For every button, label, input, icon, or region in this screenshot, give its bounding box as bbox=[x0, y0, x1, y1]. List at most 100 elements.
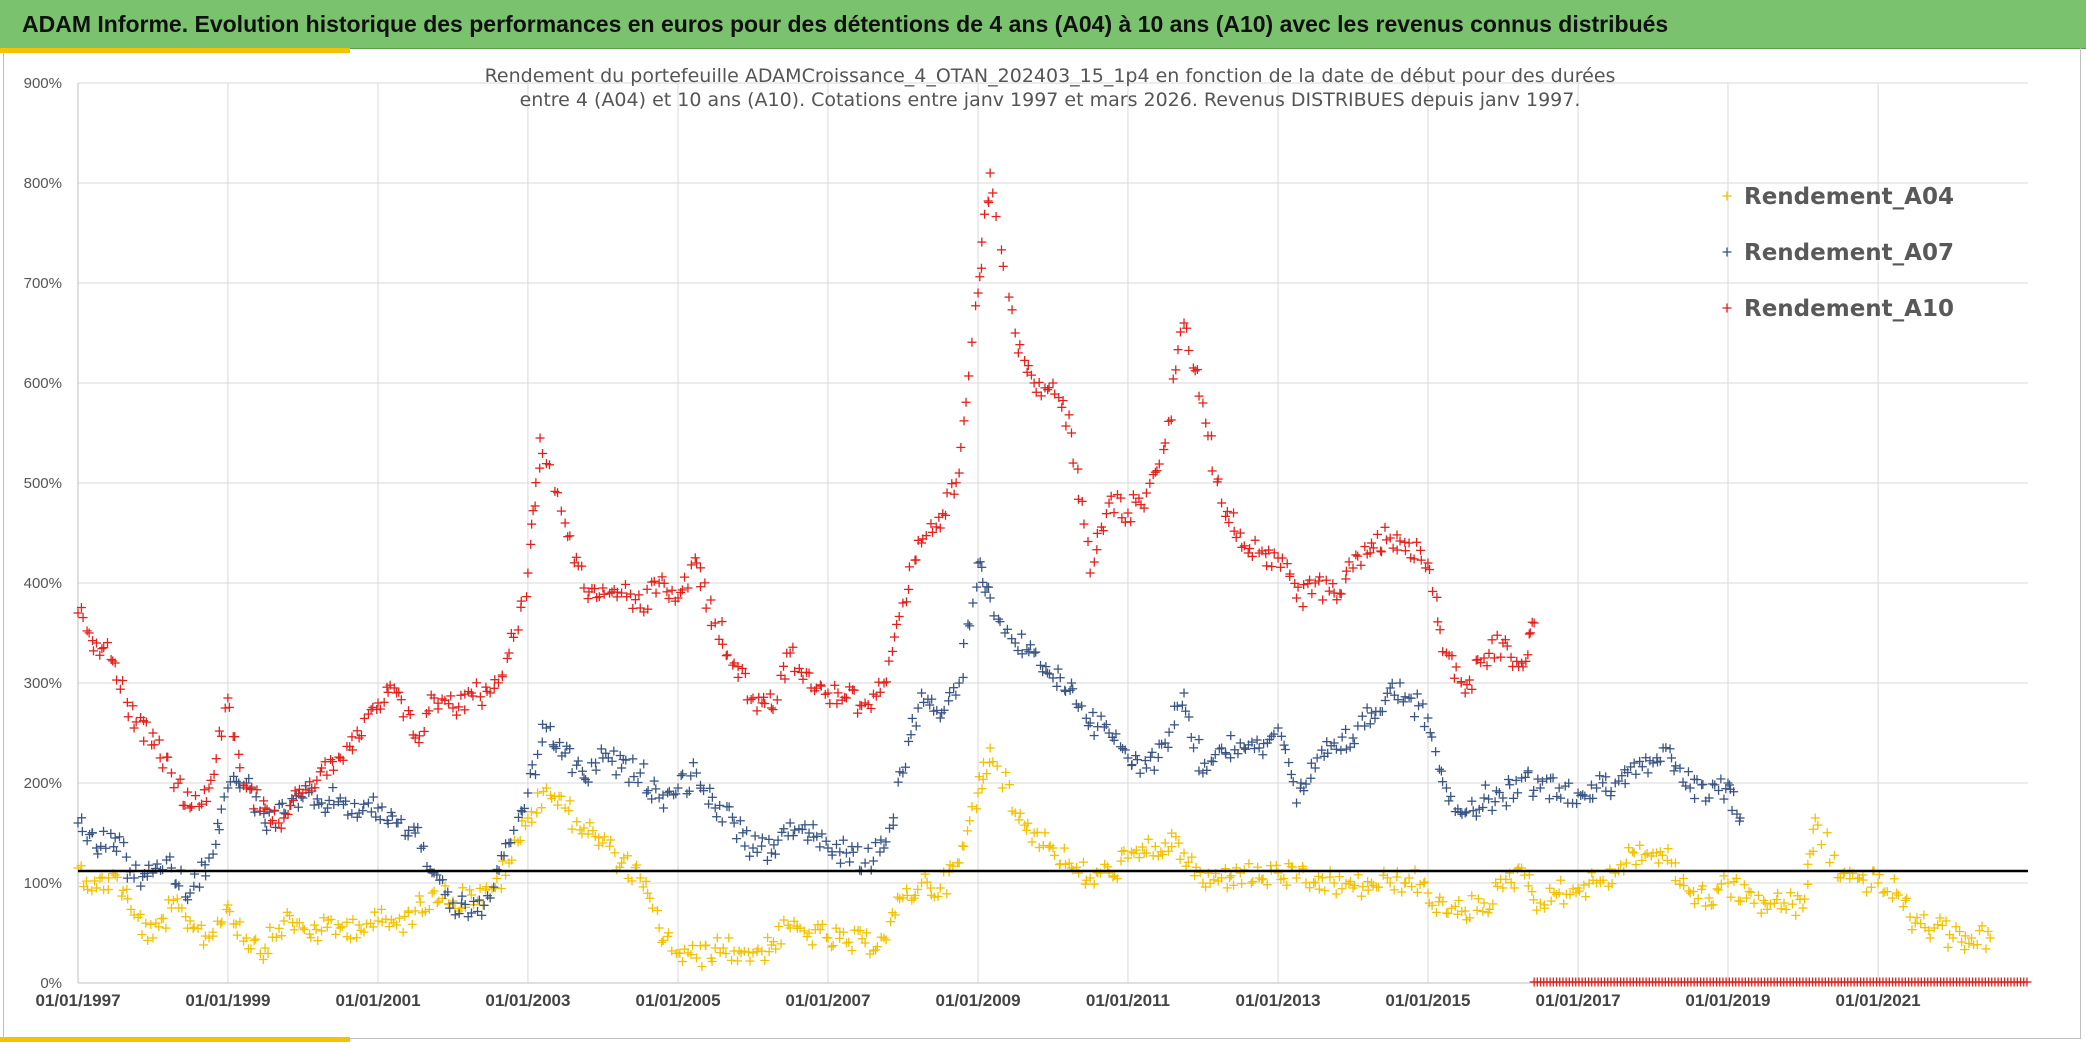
data-point bbox=[196, 920, 206, 930]
data-point bbox=[1181, 706, 1191, 716]
data-point bbox=[1192, 365, 1202, 375]
data-point bbox=[142, 871, 152, 881]
data-point bbox=[230, 732, 240, 742]
data-point bbox=[312, 794, 322, 804]
data-point bbox=[1964, 938, 1974, 948]
data-point bbox=[940, 510, 950, 520]
data-point bbox=[1620, 779, 1630, 789]
data-point bbox=[1258, 750, 1268, 760]
data-point bbox=[772, 695, 782, 705]
accent-bar-top bbox=[0, 48, 350, 53]
data-point bbox=[1271, 860, 1281, 870]
chart-title: Rendement du portefeuille ADAMCroissance… bbox=[485, 65, 1616, 87]
data-point bbox=[1564, 778, 1574, 788]
data-point bbox=[1652, 848, 1662, 858]
data-point bbox=[379, 697, 389, 707]
data-point bbox=[984, 582, 994, 592]
data-point bbox=[841, 938, 851, 948]
data-point bbox=[1254, 743, 1264, 753]
data-point bbox=[260, 943, 270, 953]
data-point bbox=[471, 678, 481, 688]
data-point bbox=[474, 895, 484, 905]
data-point bbox=[1382, 688, 1392, 698]
data-point bbox=[1036, 660, 1046, 670]
data-point bbox=[948, 861, 958, 871]
data-point bbox=[1776, 904, 1786, 914]
data-point bbox=[523, 568, 533, 578]
data-point bbox=[641, 876, 651, 886]
data-point bbox=[967, 802, 977, 812]
data-point bbox=[1210, 750, 1220, 760]
data-point bbox=[1741, 893, 1751, 903]
data-point bbox=[148, 933, 158, 943]
data-point bbox=[567, 824, 577, 834]
data-point bbox=[1117, 846, 1127, 856]
data-point bbox=[620, 579, 630, 589]
data-point bbox=[972, 582, 982, 592]
data-point bbox=[1081, 713, 1091, 723]
data-point bbox=[1588, 793, 1598, 803]
data-point bbox=[643, 786, 653, 796]
data-point bbox=[262, 825, 272, 835]
data-point bbox=[1485, 904, 1495, 914]
legend-item: Rendement_A10 bbox=[1722, 296, 1954, 322]
data-point bbox=[684, 786, 694, 796]
data-point bbox=[556, 506, 566, 516]
data-point bbox=[1716, 879, 1726, 889]
data-point bbox=[902, 884, 912, 894]
data-point bbox=[1292, 593, 1302, 603]
legend-item: Rendement_A04 bbox=[1722, 184, 1954, 210]
data-point bbox=[1324, 586, 1334, 596]
data-point bbox=[312, 775, 322, 785]
data-point bbox=[594, 592, 604, 602]
data-point bbox=[1398, 697, 1408, 707]
data-point bbox=[1042, 668, 1052, 678]
data-point bbox=[752, 847, 762, 857]
data-point bbox=[97, 644, 107, 654]
data-point bbox=[1149, 765, 1159, 775]
data-point bbox=[740, 668, 750, 678]
data-point bbox=[996, 245, 1006, 255]
data-point bbox=[651, 784, 661, 794]
data-point bbox=[745, 851, 755, 861]
data-point bbox=[904, 736, 914, 746]
data-point bbox=[452, 710, 462, 720]
y-tick-label: 700% bbox=[24, 275, 62, 292]
data-point bbox=[354, 733, 364, 743]
data-point bbox=[780, 674, 790, 684]
data-point bbox=[549, 742, 559, 752]
data-point bbox=[398, 712, 408, 722]
data-point bbox=[475, 883, 485, 893]
data-point bbox=[1598, 875, 1608, 885]
data-point bbox=[1492, 630, 1502, 640]
data-point bbox=[363, 798, 373, 808]
data-point bbox=[838, 927, 848, 937]
data-point bbox=[1617, 771, 1627, 781]
data-point bbox=[973, 788, 983, 798]
data-point bbox=[1053, 664, 1063, 674]
data-point bbox=[583, 777, 593, 787]
data-point bbox=[122, 884, 132, 894]
data-point bbox=[855, 926, 865, 936]
data-point bbox=[1693, 894, 1703, 904]
data-point bbox=[246, 944, 256, 954]
data-point bbox=[1580, 791, 1590, 801]
data-point bbox=[1109, 735, 1119, 745]
data-point bbox=[328, 757, 338, 767]
data-point bbox=[293, 802, 303, 812]
data-point bbox=[1226, 753, 1236, 763]
data-point bbox=[763, 933, 773, 943]
data-point bbox=[1015, 808, 1025, 818]
data-point bbox=[1924, 926, 1934, 936]
data-point bbox=[1159, 445, 1169, 455]
data-point bbox=[609, 746, 619, 756]
data-point bbox=[921, 531, 931, 541]
data-point bbox=[652, 906, 662, 916]
data-point bbox=[1131, 751, 1141, 761]
data-point bbox=[1014, 815, 1024, 825]
data-point bbox=[831, 839, 841, 849]
data-point bbox=[1141, 763, 1151, 773]
data-point bbox=[398, 927, 408, 937]
data-point bbox=[1209, 875, 1219, 885]
data-point bbox=[1845, 874, 1855, 884]
